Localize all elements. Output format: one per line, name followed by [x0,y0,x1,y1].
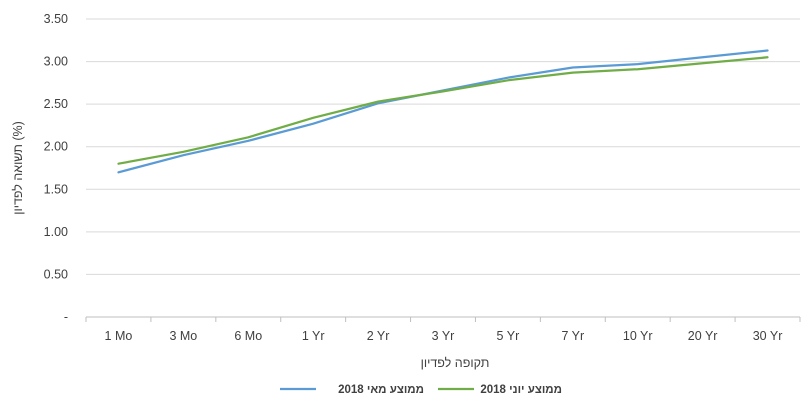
x-tick-label: 1 Mo [105,329,133,343]
y-tick-label: 3.00 [44,55,68,69]
y-tick-label: - [64,310,68,324]
x-tick-label: 3 Yr [432,329,455,343]
x-tick-label: 3 Mo [169,329,197,343]
y-tick-label: 1.50 [44,182,68,196]
x-tick-label: 20 Yr [688,329,718,343]
series-lines [117,49,769,174]
series-line-1 [117,49,769,174]
x-axis-title: תקופה לפדיון [421,356,490,370]
y-tick-label: 2.00 [44,140,68,154]
y-tick-label: 0.50 [44,267,68,281]
x-tick-label: 5 Yr [497,329,520,343]
x-tick-label: 6 Mo [234,329,262,343]
x-tick-label: 30 Yr [753,329,783,343]
x-tick-label: 1 Yr [302,329,325,343]
legend: ממוצע מאי 2018 ממוצע יוני 2018 [280,384,562,396]
y-tick-label: 1.00 [44,225,68,239]
y-tick-label: 3.50 [44,12,68,26]
x-tick-label: 10 Yr [623,329,653,343]
legend-label-2: ממוצע יוני 2018 [480,384,562,396]
y-axis-ticks: - 0.50 1.00 1.50 2.00 2.50 3.00 3.50 [44,12,68,324]
series-line-2 [117,56,769,165]
x-tick-label: 7 Yr [561,329,584,343]
x-tick-label: 2 Yr [367,329,390,343]
y-axis-title: תשואה לפדיון (%) [11,121,25,215]
legend-label-1: ממוצע מאי 2018 [338,384,424,396]
x-axis: 1 Mo 3 Mo 6 Mo 1 Yr 2 Yr 3 Yr 5 Yr 7 Yr 10 Yr 20 … [85,316,801,343]
y-tick-label: 2.50 [44,97,68,111]
